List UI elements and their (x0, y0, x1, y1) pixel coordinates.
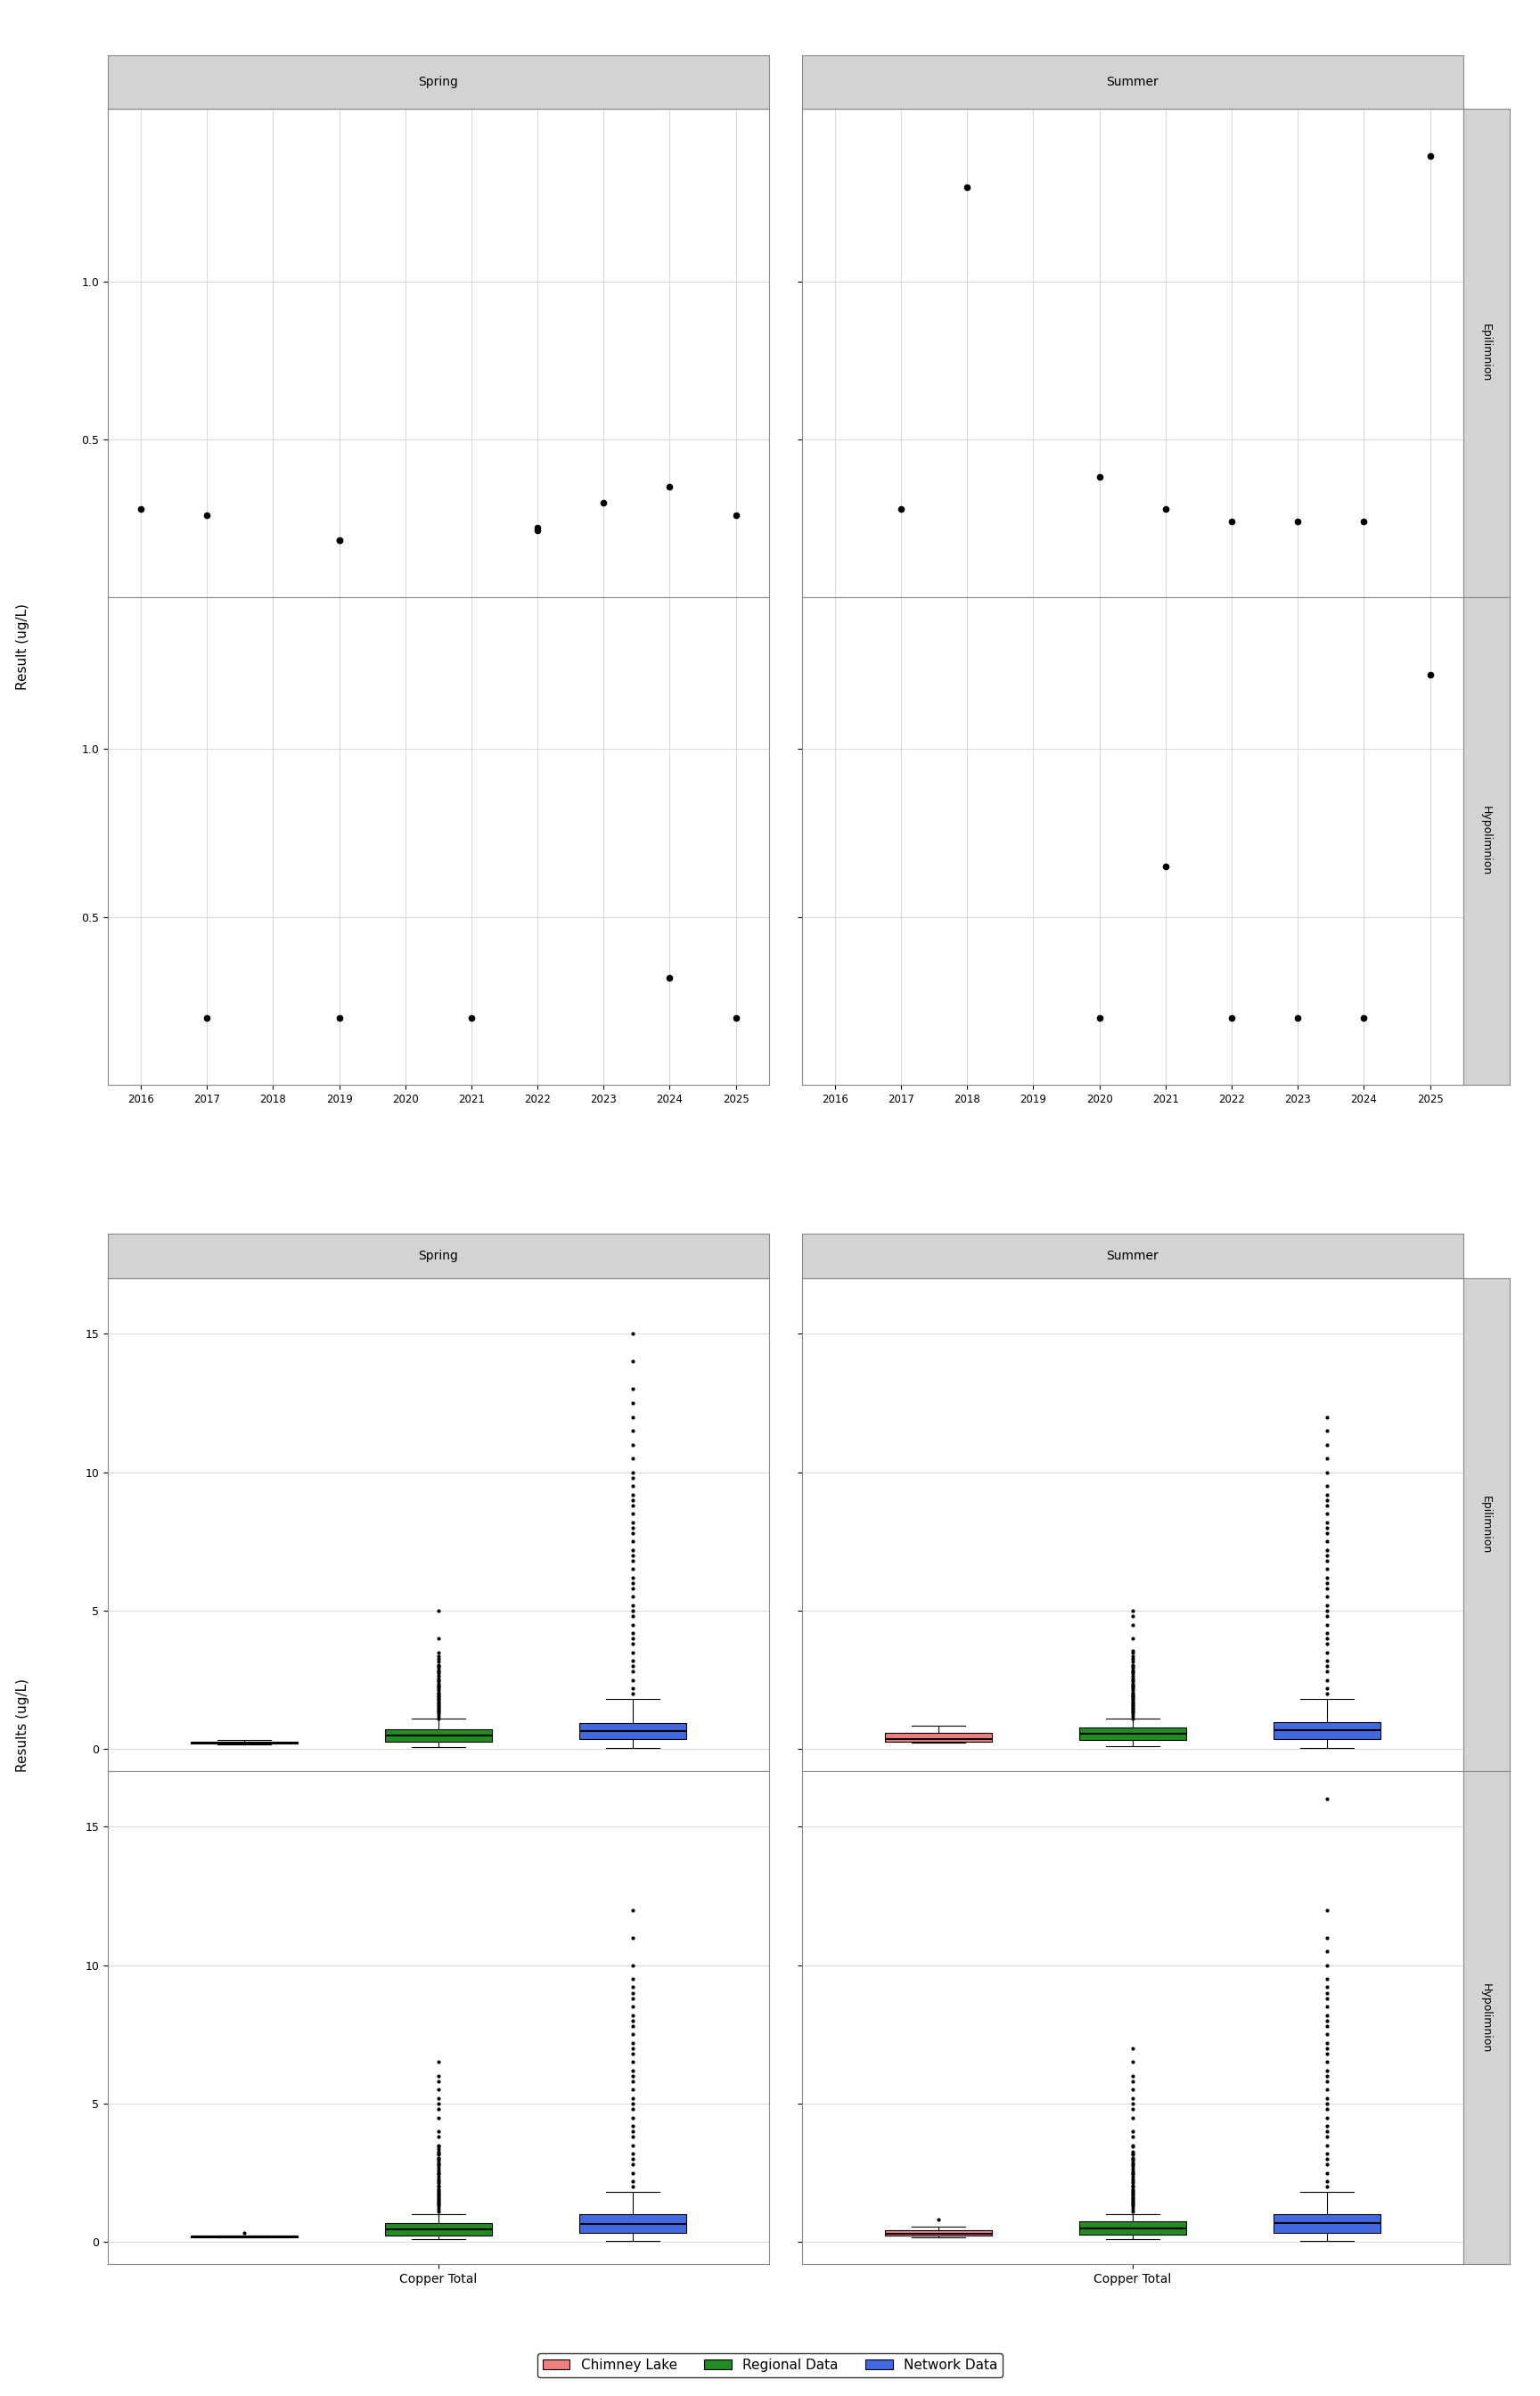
Point (326, 520, 351, 558)
Point (525, 508, 550, 546)
Point (1087, 458, 1112, 496)
Point (1153, 489, 1178, 527)
Point (128, 489, 152, 527)
Text: Results (ug/L): Results (ug/L) (17, 1677, 29, 1773)
Point (1352, 999, 1377, 1037)
Point (1087, 999, 1112, 1037)
Point (194, 999, 219, 1037)
Point (326, 999, 351, 1037)
Point (1153, 848, 1178, 887)
Point (1286, 503, 1311, 541)
Point (724, 999, 748, 1037)
PathPatch shape (579, 2214, 687, 2233)
Point (1352, 503, 1377, 541)
Point (591, 484, 616, 522)
Point (1418, 654, 1443, 692)
Text: Comparison with Network Data: Comparison with Network Data (108, 1248, 457, 1267)
Point (1286, 999, 1311, 1037)
Point (955, 168, 979, 206)
PathPatch shape (385, 2223, 491, 2235)
Point (658, 958, 682, 997)
Point (459, 999, 484, 1037)
Point (1418, 137, 1443, 175)
Point (326, 520, 351, 558)
PathPatch shape (579, 1723, 687, 1739)
Point (658, 467, 682, 506)
PathPatch shape (884, 1732, 992, 1742)
Text: Copper Total: Copper Total (108, 77, 249, 93)
PathPatch shape (1274, 1723, 1380, 1739)
Text: Result (ug/L): Result (ug/L) (17, 604, 29, 690)
Point (194, 496, 219, 534)
Point (1220, 503, 1244, 541)
PathPatch shape (1080, 2221, 1186, 2235)
Legend: Chimney Lake, Regional Data, Network Data: Chimney Lake, Regional Data, Network Dat… (537, 2353, 1003, 2377)
Point (724, 496, 748, 534)
PathPatch shape (884, 2231, 992, 2235)
PathPatch shape (385, 1730, 491, 1742)
PathPatch shape (1080, 1728, 1186, 1739)
Point (1220, 999, 1244, 1037)
PathPatch shape (1274, 2214, 1380, 2233)
Point (525, 513, 550, 551)
Point (889, 489, 913, 527)
